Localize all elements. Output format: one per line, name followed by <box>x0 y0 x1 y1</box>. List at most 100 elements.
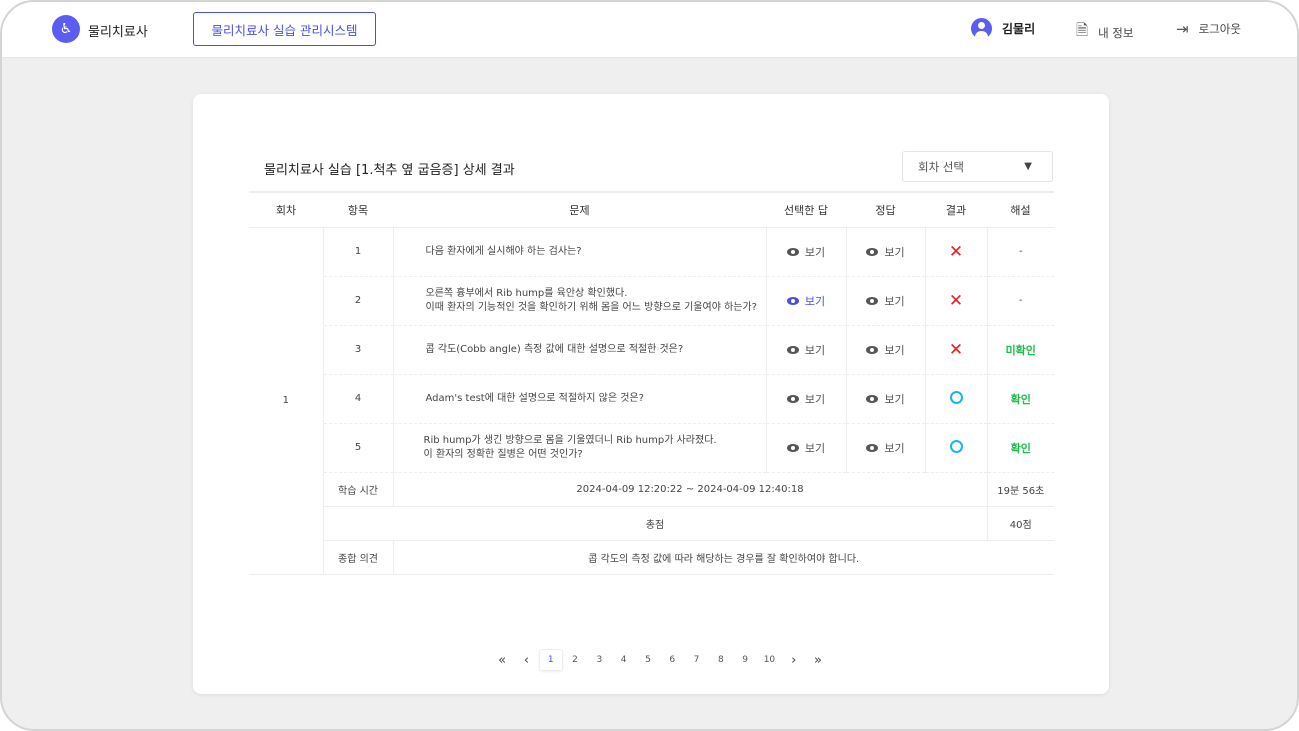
view-answer-button[interactable]: 보기 <box>866 244 905 260</box>
total-label: 총점 <box>322 506 988 541</box>
logout-link[interactable]: ⇥ 로그아웃 <box>1176 20 1241 38</box>
my-info-label: 내 정보 <box>1098 25 1134 40</box>
first-page-icon[interactable]: « <box>498 652 507 668</box>
view-label: 보기 <box>804 294 826 308</box>
view-selected-button[interactable]: 보기 <box>786 440 826 456</box>
item-number: 5 <box>322 423 394 473</box>
column-header: 문제 <box>393 191 766 228</box>
caret-down-icon: ▼ <box>1024 161 1032 172</box>
question-line: Rib hump가 생긴 방향으로 몸을 기울였더니 Rib hump가 사라졌… <box>423 434 717 446</box>
document-icon: 🗎 <box>1076 21 1089 39</box>
result-cell: ✕ <box>924 227 988 277</box>
brand-name[interactable]: 물리치료사 <box>88 25 148 40</box>
result-cell: ✕ <box>924 325 988 375</box>
result-card: 물리치료사 실습 [1.척추 옆 굽음증] 상세 결과 회차 선택 ▼ 회차 항목… <box>193 94 1109 694</box>
view-selected-button[interactable]: 보기 <box>786 342 826 358</box>
round-select-label: 회차 선택 <box>918 159 964 174</box>
page-6-button[interactable]: 6 <box>669 655 676 665</box>
user-profile[interactable]: 김물리 <box>971 18 1035 39</box>
explanation-cell[interactable]: 확인 <box>986 423 1054 473</box>
selected-answer-cell: 보기 <box>765 325 847 375</box>
eye-icon <box>866 394 879 403</box>
explanation-status[interactable]: 미확인 <box>1005 343 1036 357</box>
explanation-status[interactable]: 확인 <box>1010 392 1031 406</box>
prev-page-icon[interactable]: ‹ <box>523 652 530 668</box>
page-4-button[interactable]: 4 <box>620 655 627 665</box>
next-page-icon[interactable]: › <box>791 652 797 668</box>
page-8-button[interactable]: 8 <box>717 655 724 665</box>
question-line: 이 환자의 정확한 질병은 어떤 것인가? <box>423 448 583 460</box>
view-selected-button[interactable]: 보기 <box>786 293 826 309</box>
view-label: 보기 <box>884 343 905 357</box>
page-1-button[interactable]: 1 <box>538 649 563 671</box>
view-label: 보기 <box>884 441 905 455</box>
eye-icon <box>786 394 799 403</box>
explanation-status: - <box>1018 295 1023 306</box>
explanation-cell[interactable]: 확인 <box>986 374 1054 424</box>
system-button[interactable]: 물리치료사 실습 관리시스템 <box>193 12 376 46</box>
wrong-x-icon: ✕ <box>948 339 964 360</box>
explanation-cell[interactable]: 미확인 <box>986 325 1054 375</box>
view-label: 보기 <box>804 245 826 259</box>
view-label: 보기 <box>804 392 826 406</box>
my-info-link[interactable]: 🗎 내 정보 <box>1076 20 1133 45</box>
explanation-status: - <box>1018 246 1023 257</box>
page-10-button[interactable]: 10 <box>763 655 776 665</box>
explanation-status[interactable]: 확인 <box>1010 441 1031 455</box>
selected-answer-cell: 보기 <box>765 423 847 473</box>
page-7-button[interactable]: 7 <box>693 655 700 665</box>
view-selected-button[interactable]: 보기 <box>786 244 826 260</box>
question-line: 이때 환자의 기능적인 것을 확인하기 위해 몸을 어느 방향으로 기울여야 하… <box>425 301 758 313</box>
wrong-x-icon: ✕ <box>948 241 964 262</box>
last-page-icon[interactable]: » <box>814 652 822 668</box>
wrong-x-icon: ✕ <box>948 290 964 311</box>
view-answer-button[interactable]: 보기 <box>866 342 905 358</box>
logout-icon: ⇥ <box>1176 20 1189 38</box>
user-avatar-icon <box>971 18 992 39</box>
question-text: 콥 각도(Cobb angle) 측정 값에 대한 설명으로 적절한 것은? <box>392 325 767 375</box>
pagination: « ‹ 1 2 3 4 5 6 7 8 9 10 › » <box>490 649 830 671</box>
item-number: 1 <box>322 227 394 277</box>
result-cell: ✕ <box>924 276 988 326</box>
page-3-button[interactable]: 3 <box>596 655 603 665</box>
eye-icon <box>786 345 799 354</box>
item-number: 3 <box>322 325 394 375</box>
view-label: 보기 <box>804 441 826 455</box>
explanation-cell: - <box>986 227 1054 277</box>
result-cell <box>924 423 988 473</box>
question-text: Rib hump가 생긴 방향으로 몸을 기울였더니 Rib hump가 사라졌… <box>392 423 767 473</box>
study-time-label: 학습 시간 <box>322 472 394 507</box>
study-time-row: 학습 시간 2024-04-09 12:20:22 ~ 2024-04-09 12… <box>249 472 1054 507</box>
total-score: 40점 <box>986 506 1054 541</box>
column-header: 선택한 답 <box>766 191 846 228</box>
correct-circle-icon <box>949 439 963 453</box>
selected-answer-cell: 보기 <box>765 227 847 277</box>
study-time-range: 2024-04-09 12:20:22 ~ 2024-04-09 12:40:1… <box>392 472 988 507</box>
page-5-button[interactable]: 5 <box>645 655 651 665</box>
view-answer-button[interactable]: 보기 <box>866 293 905 309</box>
round-select[interactable]: 회차 선택 ▼ <box>902 151 1053 182</box>
column-header: 해설 <box>987 191 1054 228</box>
view-selected-button[interactable]: 보기 <box>786 391 826 407</box>
opinion-label: 종합 의견 <box>322 540 394 575</box>
round-cell: 1 <box>249 227 324 575</box>
eye-icon <box>866 345 879 354</box>
question-line: 다음 환자에게 실시해야 하는 검사는? <box>425 245 582 257</box>
correct-answer-cell: 보기 <box>845 227 926 277</box>
eye-icon <box>866 296 879 305</box>
logo-icon[interactable]: ♿ <box>52 15 80 43</box>
logout-label: 로그아웃 <box>1198 22 1241 36</box>
table-row: 3 콥 각도(Cobb angle) 측정 값에 대한 설명으로 적절한 것은? 보… <box>249 325 1054 375</box>
column-header: 결과 <box>925 191 987 228</box>
page-2-button[interactable]: 2 <box>572 655 578 665</box>
question-text: Adam's test에 대한 설명으로 적절하지 않은 것은? <box>392 374 767 424</box>
view-answer-button[interactable]: 보기 <box>866 391 905 407</box>
explanation-cell: - <box>986 276 1054 326</box>
view-label: 보기 <box>804 343 826 357</box>
page-9-button[interactable]: 9 <box>742 655 748 665</box>
page-title: 물리치료사 실습 [1.척추 옆 굽음증] 상세 결과 <box>264 163 515 178</box>
view-answer-button[interactable]: 보기 <box>866 440 905 456</box>
selected-answer-cell: 보기 <box>765 276 847 326</box>
result-table: 회차 항목 문제 선택한 답 정답 결과 해설 1 1 다음 환자에게 실시해야 하는 검사는?… <box>249 191 1054 575</box>
